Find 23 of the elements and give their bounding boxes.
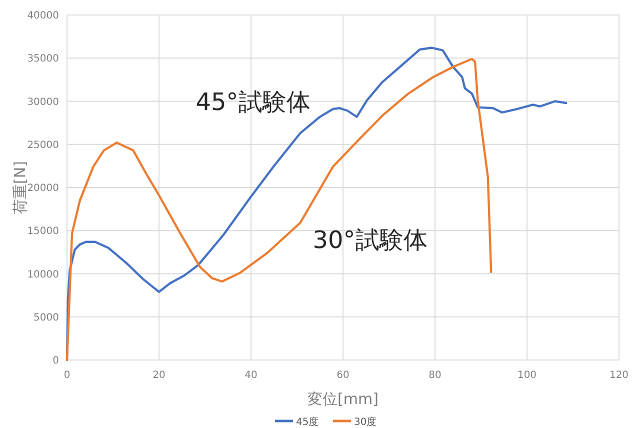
line-series: [66, 58, 492, 362]
y-tick-label: 35000: [27, 54, 59, 65]
y-tick-label: 15000: [27, 226, 59, 238]
x-tick-label: 60: [336, 370, 350, 381]
y-tick-label: 0: [52, 356, 59, 366]
x-tick-label: 40: [244, 370, 258, 381]
x-tick-label: 0: [64, 370, 70, 381]
y-tick-label: 20000: [27, 183, 59, 194]
x-tick-label: 20: [152, 370, 166, 381]
x-axis-title: 変位[mm]: [308, 390, 378, 408]
legend-label: 30度: [354, 416, 377, 428]
y-axis-title: 荷重[N]: [11, 161, 29, 214]
y-tick-label: 40000: [27, 10, 59, 22]
x-tick-label: 120: [609, 370, 629, 381]
annotation: 45°試験体: [196, 88, 310, 116]
x-tick-label: 80: [428, 370, 442, 381]
y-tick-label: 5000: [34, 312, 59, 324]
y-tick-label: 30000: [27, 96, 59, 108]
annotation: 30°試験体: [312, 226, 428, 254]
x-tick-label: 100: [517, 370, 537, 381]
y-tick-label: 25000: [27, 140, 59, 151]
legend-label: 45度: [296, 416, 319, 428]
y-tick-label: 10000: [27, 269, 59, 280]
